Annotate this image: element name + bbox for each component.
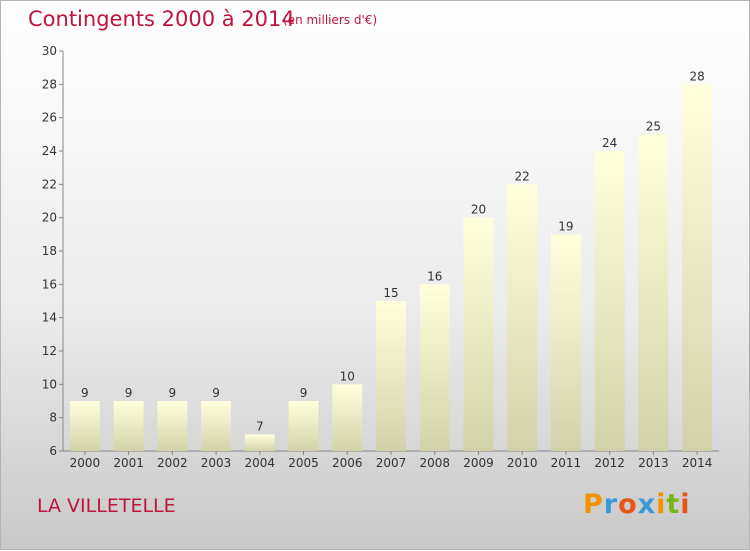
bar — [376, 301, 406, 451]
bar — [157, 401, 188, 451]
bar — [244, 434, 275, 451]
y-tick-label: 6 — [49, 444, 57, 458]
bar — [201, 401, 232, 451]
logo-letter: i — [680, 489, 691, 520]
data-label: 9 — [169, 386, 177, 400]
y-tick-label: 24 — [42, 144, 57, 158]
chart-title: Contingents 2000 à 2014 — [28, 7, 295, 31]
data-label: 9 — [212, 386, 220, 400]
x-tick-label: 2002 — [157, 456, 188, 470]
y-tick-label: 30 — [42, 44, 57, 58]
logo-letter: x — [637, 489, 657, 520]
data-label: 7 — [256, 419, 264, 433]
x-tick-label: 2013 — [638, 456, 669, 470]
x-tick-label: 2012 — [594, 456, 625, 470]
y-tick-label: 14 — [42, 311, 57, 325]
bar — [550, 234, 581, 451]
data-label: 9 — [300, 386, 308, 400]
logo-letter: P — [583, 489, 604, 520]
chart-subtitle: (en milliers d'€) — [283, 13, 378, 27]
y-tick-label: 12 — [42, 344, 57, 358]
bar — [419, 284, 450, 451]
logo-letter: o — [618, 489, 638, 520]
y-tick-label: 20 — [42, 211, 57, 225]
x-tick-label: 2014 — [682, 456, 713, 470]
data-label: 25 — [646, 119, 661, 133]
data-label: 9 — [125, 386, 133, 400]
x-tick-label: 2004 — [245, 456, 276, 470]
bar — [69, 401, 100, 451]
y-tick-label: 10 — [42, 377, 57, 391]
x-tick-label: 2007 — [376, 456, 407, 470]
proxiti-logo: Proxiti — [583, 489, 691, 520]
data-label: 24 — [602, 136, 617, 150]
x-tick-label: 2003 — [201, 456, 232, 470]
x-tick-label: 2008 — [419, 456, 450, 470]
data-label: 28 — [689, 69, 704, 83]
bar — [113, 401, 144, 451]
bars — [69, 84, 713, 452]
commune-name: LA VILLETELLE — [37, 495, 176, 517]
x-tick-label: 2006 — [332, 456, 363, 470]
x-tick-label: 2005 — [288, 456, 319, 470]
labels: 2000 9 2001 9 2002 9 2003 9 2004 7 2005 9 2006 10 2007… — [70, 69, 713, 470]
y-tick-label: 18 — [42, 244, 57, 258]
bar — [638, 134, 669, 452]
data-label: 9 — [81, 386, 89, 400]
data-label: 22 — [515, 169, 530, 183]
y-tick-label: 22 — [42, 177, 57, 191]
bar — [682, 84, 713, 451]
y-tick-label: 8 — [49, 411, 57, 425]
bar — [594, 151, 625, 451]
y-tick-label: 16 — [42, 277, 57, 291]
bar — [507, 184, 538, 452]
logo-letter: i — [656, 489, 667, 520]
x-tick-label: 2009 — [463, 456, 494, 470]
logo-letter: r — [603, 489, 619, 520]
y-tick-label: 28 — [42, 77, 57, 91]
data-label: 19 — [558, 219, 573, 233]
data-label: 16 — [427, 269, 442, 283]
bar — [332, 384, 363, 451]
data-label: 20 — [471, 203, 486, 217]
x-tick-label: 2011 — [551, 456, 582, 470]
x-tick-label: 2000 — [70, 456, 101, 470]
x-tick-label: 2010 — [507, 456, 538, 470]
bar — [463, 217, 494, 451]
x-tick-label: 2001 — [113, 456, 144, 470]
data-label: 10 — [340, 369, 355, 383]
y-tick-label: 26 — [42, 111, 57, 125]
logo-letter: t — [666, 489, 681, 520]
data-label: 15 — [383, 286, 398, 300]
bar — [288, 401, 319, 451]
